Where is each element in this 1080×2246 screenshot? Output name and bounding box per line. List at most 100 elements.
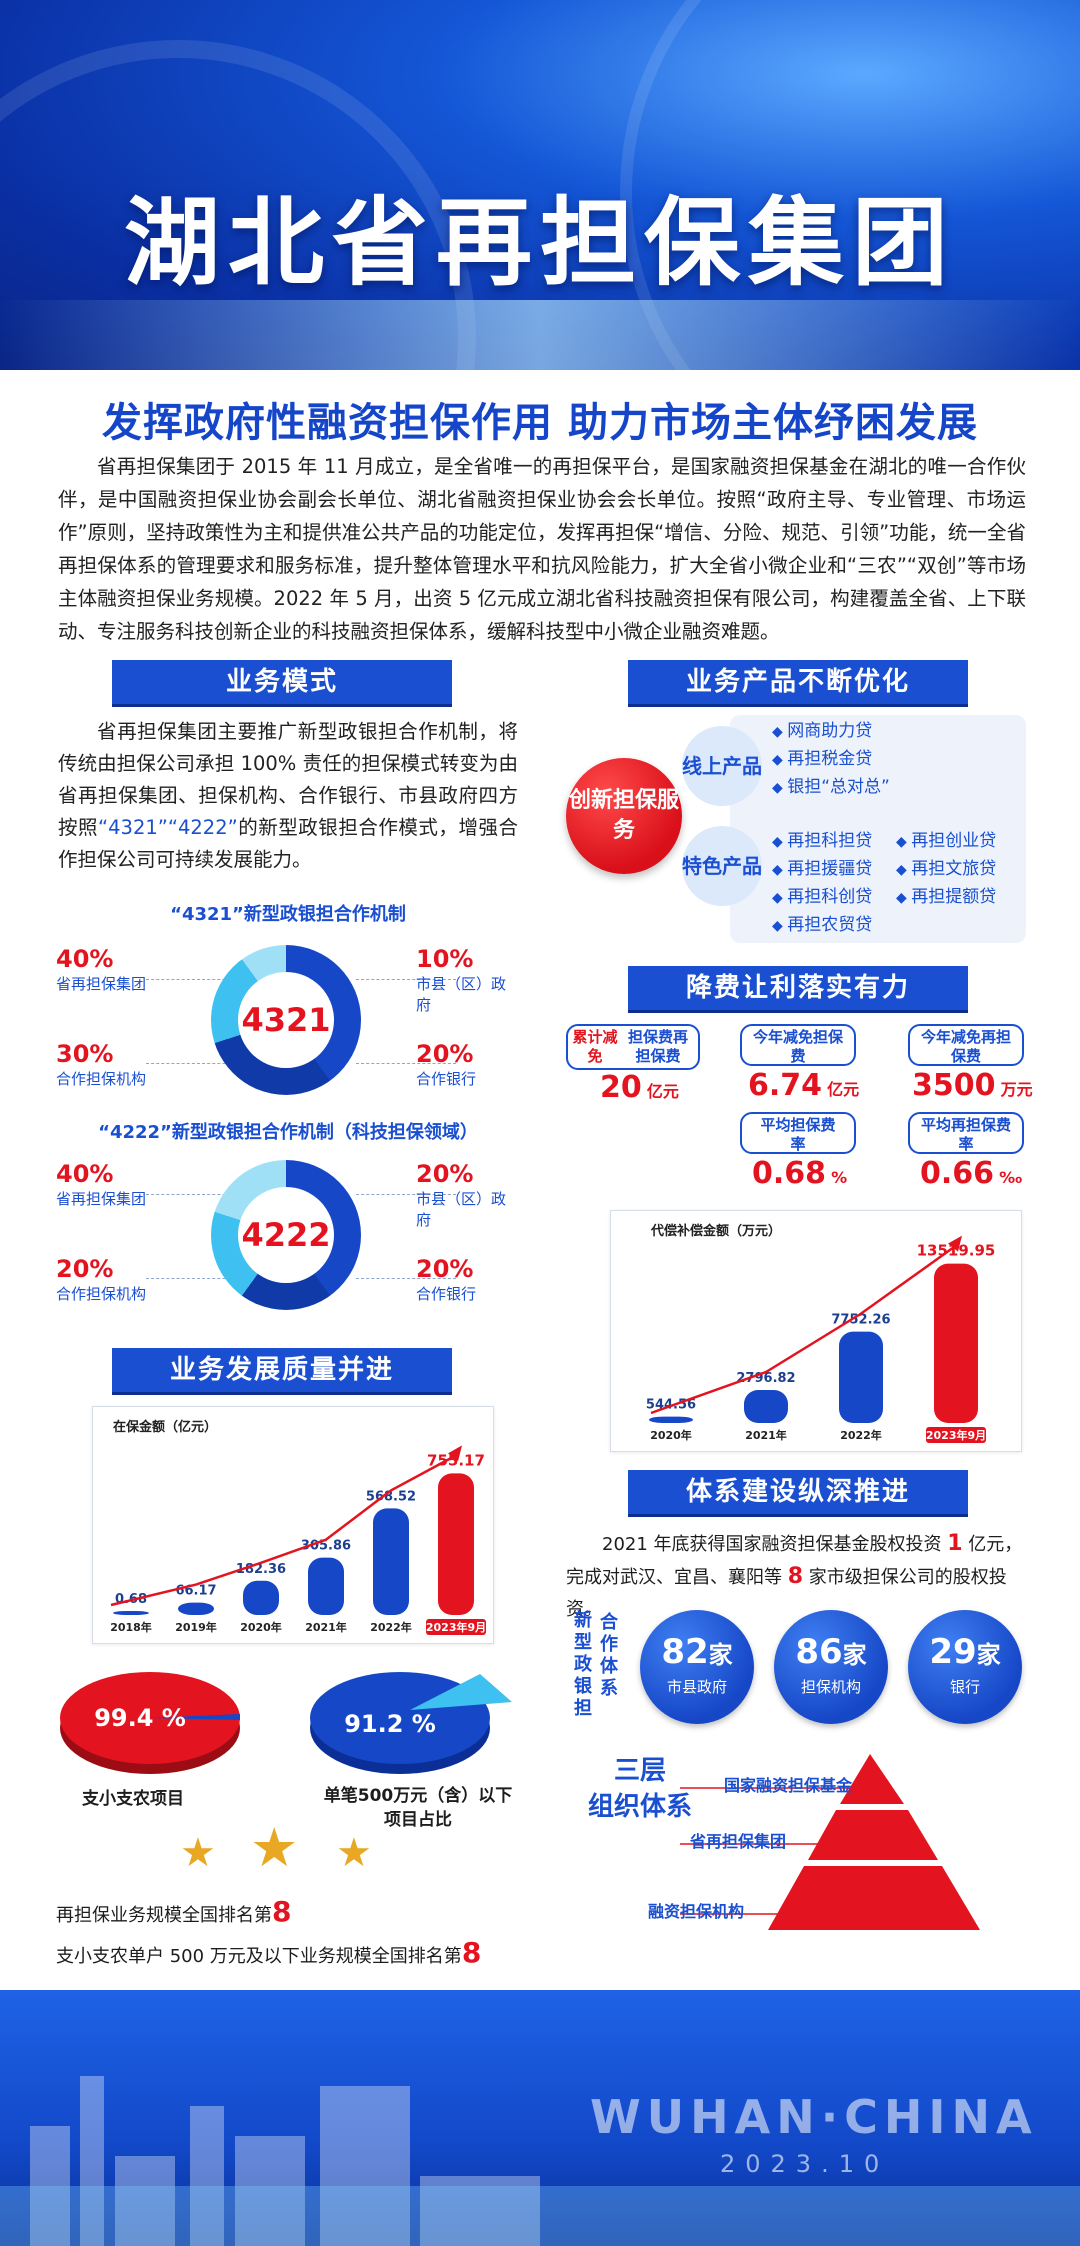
skyline-building xyxy=(80,2076,104,2246)
skyline-building xyxy=(235,2136,305,2246)
decor-shine xyxy=(0,300,1080,370)
footer-date: 2023.10 xyxy=(720,2150,890,2178)
connector-line xyxy=(356,1063,456,1064)
bar-value-label: 755.17 xyxy=(427,1451,485,1469)
mechanism-4321-title: “4321”新型政银担合作机制 xyxy=(170,904,406,925)
tier-pyramid xyxy=(680,1754,980,1930)
system-text: 家市级担保公司的股权投资。 xyxy=(566,1567,1007,1620)
system-text: 亿元，完成对武汉、宜昌、襄阳等 xyxy=(566,1534,1023,1588)
donut-center-4321: 4321 xyxy=(238,972,334,1068)
fee-number: 20 xyxy=(600,1070,642,1105)
bar xyxy=(934,1263,978,1423)
chart-outstanding-guarantee: 在保金额（亿元） 0.68 2018年 66.17 2019年 182.36 2020年 30… xyxy=(92,1406,494,1644)
pyramid-tier-top xyxy=(840,1754,904,1804)
fee-value: 6.74 亿元 xyxy=(748,1068,859,1103)
system-number: 1 xyxy=(947,1531,963,1556)
business-model-highlight: “4321”“4222” xyxy=(98,816,238,839)
tier-label: 国家融资担保基金 xyxy=(724,1776,853,1795)
fee-value: 0.68 % xyxy=(752,1156,847,1191)
pie-label: 支小支农项目 xyxy=(82,1789,184,1809)
system-text: 2021 年底获得国家融资担保基金股权投资 xyxy=(602,1534,948,1555)
skyline-building xyxy=(320,2086,410,2246)
share-item: 30% 合作担保机构 xyxy=(56,1040,146,1089)
stat-circle-government: 82家 市县政府 xyxy=(640,1610,754,1724)
share-item: 20% 合作银行 xyxy=(416,1255,476,1304)
product-item: 再担援疆贷 xyxy=(772,856,872,884)
bar-chart-compensation: 代偿补偿金额（万元）544.562020年2796.822021年7752.26… xyxy=(646,1223,996,1443)
section-heading-quality: 业务发展质量并进 xyxy=(112,1348,452,1392)
bar-category-label: 2019年 xyxy=(175,1620,217,1634)
bar-value-label: 182.36 xyxy=(236,1562,286,1577)
share-pct: 10% xyxy=(416,945,474,973)
product-item: 再担科担贷 xyxy=(772,828,872,856)
tier-label: 省再担保集团 xyxy=(690,1832,787,1851)
stat-label: 银行 xyxy=(949,1678,980,1696)
fee-value: 0.66 ‰ xyxy=(920,1156,1022,1191)
bar xyxy=(243,1580,279,1615)
chart-title: 在保金额（亿元） xyxy=(113,1419,217,1435)
share-item: 40% 省再担保集团 xyxy=(56,1160,146,1209)
share-label: 市县（区）政府 xyxy=(416,1190,507,1229)
stat-value: 29 xyxy=(929,1632,977,1672)
pie-value: 99.4 % xyxy=(94,1704,186,1732)
share-item: 20% 市县（区）政府 xyxy=(416,1160,516,1230)
bar-chart-outstanding: 在保金额（亿元）0.682018年66.172019年182.362020年30… xyxy=(110,1419,486,1635)
stat-value: 82 xyxy=(661,1632,709,1672)
share-item: 20% 合作银行 xyxy=(416,1040,476,1089)
mechanism-4222-diagram: 4222 40% 省再担保集团 20% 市县（区）政府 20% 合作担保机构 2… xyxy=(56,1160,516,1310)
share-label: 省再担保集团 xyxy=(56,1190,147,1208)
product-item: 再担农贸贷 xyxy=(772,912,872,940)
trend-arrowhead xyxy=(948,1235,962,1252)
fee-box-label: 累计减免 xyxy=(572,1028,618,1065)
tier-title: 三层 xyxy=(613,1756,666,1786)
system-paragraph: 2021 年底获得国家融资担保基金股权投资 1 亿元，完成对武汉、宜昌、襄阳等 … xyxy=(566,1528,1026,1626)
stat-label: 担保机构 xyxy=(800,1678,861,1696)
innovation-badge: 创新担保服务 xyxy=(566,758,682,874)
special-products-label: 特色产品 xyxy=(682,826,762,906)
pyramid-tier-bottom xyxy=(768,1866,980,1930)
fee-box-avg-rate: 平均担保费率 xyxy=(740,1112,856,1154)
system-vertical-label: 新型政银担 xyxy=(574,1610,592,1719)
connector-line xyxy=(146,1278,256,1279)
section-heading-business-model: 业务模式 xyxy=(112,660,452,704)
bar-category-label: 2022年 xyxy=(840,1428,882,1442)
online-products-label: 线上产品 xyxy=(682,726,762,806)
system-vertical-label: 合作体系 xyxy=(600,1612,618,1699)
pie-slice-minor xyxy=(150,1714,240,1720)
bar xyxy=(308,1557,344,1615)
fee-value: 20 亿元 xyxy=(600,1070,679,1105)
fee-number: 0.66 xyxy=(920,1156,995,1191)
connector-line xyxy=(146,979,256,980)
stat-circle-banks: 29家 银行 xyxy=(908,1610,1022,1724)
star-icon: ★ xyxy=(250,1816,299,1879)
bar xyxy=(113,1611,149,1615)
bar-value-label: 13519.95 xyxy=(917,1242,996,1260)
bar xyxy=(744,1390,788,1423)
stat-number: 29家 xyxy=(908,1632,1022,1672)
page-title: 湖北省再担保集团 xyxy=(124,187,956,299)
special-product-list-right: 再担创业贷 再担文旅贷 再担提额贷 xyxy=(896,828,996,912)
footer-banner: WUHAN·CHINA 2023.10 xyxy=(0,1990,1080,2246)
share-label: 合作银行 xyxy=(416,1285,477,1303)
pie-small-agri: 99.4 % xyxy=(50,1660,250,1780)
bar-category-label: 2020年 xyxy=(650,1428,692,1442)
trend-line xyxy=(650,1244,957,1415)
fee-number: 3500 xyxy=(912,1068,996,1103)
stat-label: 市县政府 xyxy=(666,1678,727,1696)
star-icon: ★ xyxy=(336,1830,372,1876)
fee-box-cumulative: 累计减免 担保费再担保费 xyxy=(566,1024,700,1070)
stat-value: 86 xyxy=(795,1632,843,1672)
business-model-text: 省再担保集团主要推广新型政银担合作机制，将传统由担保公司承担 100% 责任的担… xyxy=(58,720,518,839)
share-label: 省再担保集团 xyxy=(56,975,147,993)
connector-line xyxy=(356,979,456,980)
special-product-list-left: 再担科担贷 再担援疆贷 再担科创贷 再担农贸贷 xyxy=(772,828,872,940)
chart-compensation: 代偿补偿金额（万元） 544.56 2020年 2796.82 2021年 7752.26… xyxy=(610,1210,1022,1452)
product-item: 再担文旅贷 xyxy=(896,856,996,884)
stat-number: 82家 xyxy=(640,1632,754,1672)
product-item: 再担提额贷 xyxy=(896,884,996,912)
bar-category-label: 2023年9月 xyxy=(426,1620,486,1634)
pie-chart-small-agri xyxy=(60,1672,240,1774)
fee-box-label: 担保费再担保费 xyxy=(627,1028,688,1065)
fee-box-avg-re-rate: 平均再担保费率 xyxy=(908,1112,1024,1154)
pie-slice-minor xyxy=(410,1674,512,1710)
